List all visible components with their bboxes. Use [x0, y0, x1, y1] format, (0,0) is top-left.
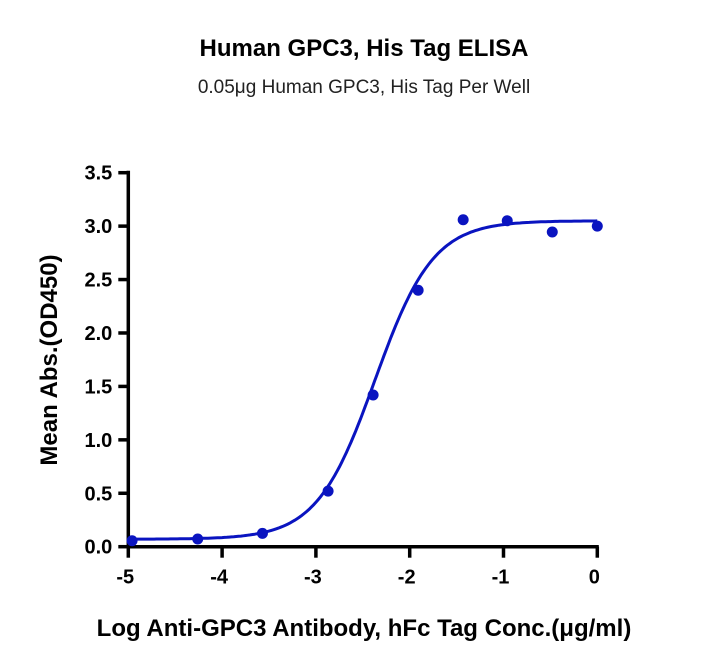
x-tick-label: -2 — [398, 567, 416, 589]
y-axis-label: Mean Abs.(OD450) — [36, 254, 63, 465]
y-tick-label: 3.0 — [84, 216, 112, 238]
data-point — [256, 527, 268, 539]
y-tick-label: 0.5 — [84, 483, 112, 505]
y-tick-label: 2.0 — [84, 323, 112, 345]
chart-title: Human GPC3, His Tag ELISA — [200, 35, 529, 62]
x-axis-label: Log Anti-GPC3 Antibody, hFc Tag Conc.(μg… — [97, 615, 632, 642]
x-tick-label: -1 — [492, 567, 510, 589]
y-tick-label: 1.5 — [84, 376, 112, 398]
data-point — [192, 533, 204, 545]
y-tick-label: 1.0 — [84, 430, 112, 452]
data-point — [501, 215, 513, 227]
fit-curve — [128, 219, 598, 541]
data-point — [591, 220, 603, 232]
y-tick-label: 2.5 — [84, 270, 112, 292]
x-tick-label: -5 — [116, 567, 134, 589]
y-tick-label: 0.0 — [84, 537, 112, 559]
data-point — [546, 226, 558, 238]
chart-subtitle: 0.05μg Human GPC3, His Tag Per Well — [198, 77, 530, 98]
x-tick-label: -4 — [210, 567, 229, 589]
x-tick-label: -3 — [304, 567, 322, 589]
y-tick-label: 3.5 — [84, 163, 112, 185]
data-points — [126, 214, 603, 547]
data-point — [322, 485, 334, 497]
data-point — [457, 214, 469, 226]
data-point — [412, 284, 424, 296]
data-point — [126, 535, 138, 547]
x-tick-label: 0 — [589, 567, 600, 589]
data-point — [367, 389, 379, 401]
axes: 0.0 0.5 1.0 1.5 2.0 2.5 3.0 3.5 -5 -4 -3 -2 -1 0 — [84, 163, 599, 589]
